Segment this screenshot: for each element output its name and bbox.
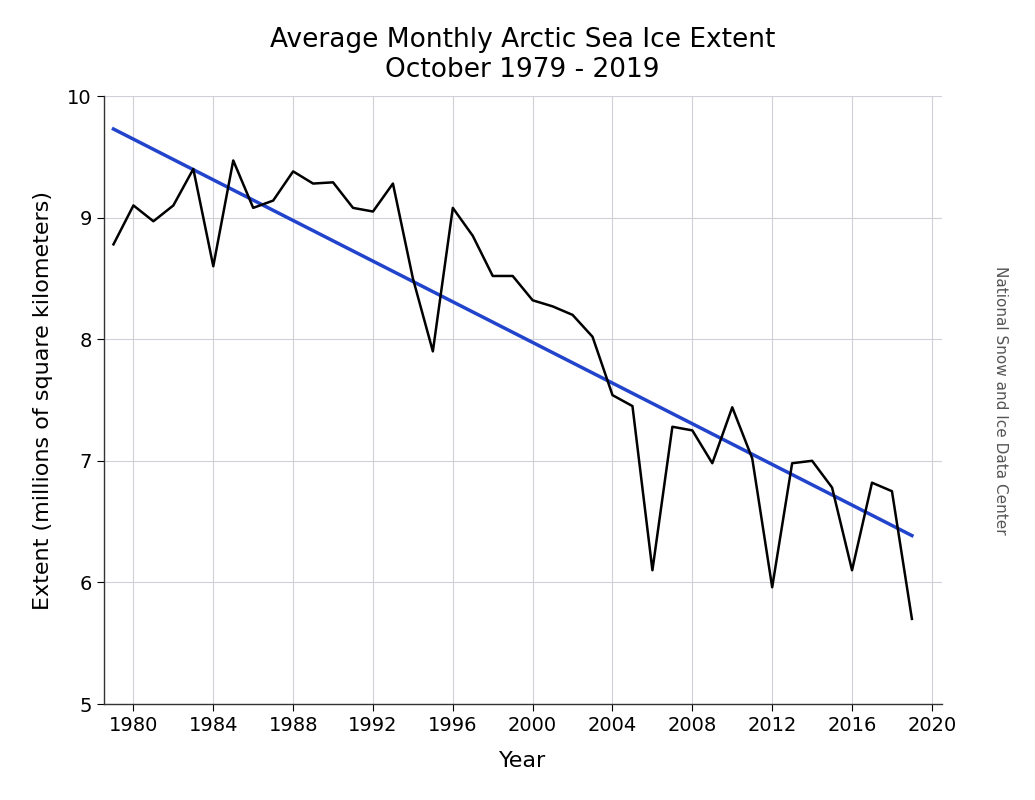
Text: National Snow and Ice Data Center: National Snow and Ice Data Center [993,266,1008,534]
X-axis label: Year: Year [499,751,546,771]
Y-axis label: Extent (millions of square kilometers): Extent (millions of square kilometers) [33,190,53,610]
Title: Average Monthly Arctic Sea Ice Extent
October 1979 - 2019: Average Monthly Arctic Sea Ice Extent Oc… [270,26,775,82]
